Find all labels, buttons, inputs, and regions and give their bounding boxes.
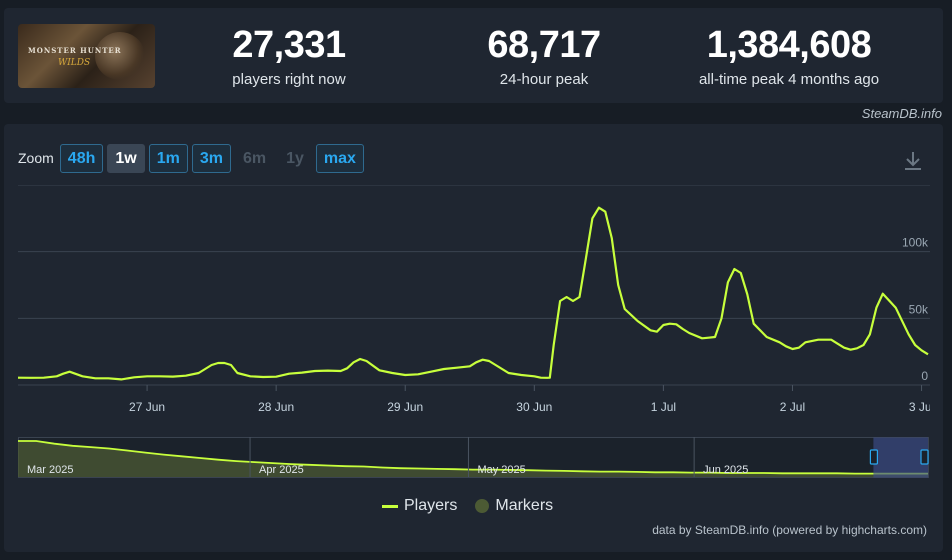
navigator-selection [873, 437, 928, 478]
stats-header: MONSTER HUNTER WILDS 27,331 players righ… [4, 8, 943, 103]
navigator-month-label: Jun 2025 [703, 464, 748, 476]
game-logo-title: MONSTER HUNTER [28, 46, 122, 55]
zoom-button-3m[interactable]: 3m [191, 143, 231, 173]
stat-24h-peak: 68,717 24-hour peak [459, 25, 629, 88]
zoom-label: Zoom [18, 150, 54, 166]
legend-label: Players [404, 497, 458, 514]
stat-label: all-time peak 4 months ago [698, 71, 880, 88]
stat-label: 24-hour peak [499, 71, 589, 88]
legend-label: Markers [495, 497, 554, 514]
stat-value: 1,384,608 [706, 24, 872, 66]
game-logo-subtitle: WILDS [58, 58, 91, 68]
y-tick-label: 100k [902, 236, 929, 250]
zoom-bar: Zoom 48h 1w 1m 3m 6m 1y max [18, 143, 368, 173]
y-tick-label: 50k [909, 302, 929, 316]
stat-label: players right now [232, 71, 346, 88]
monster-artwork [95, 32, 145, 80]
x-tick-label: 2 Jul [780, 400, 805, 414]
zoom-button-1w[interactable]: 1w [107, 143, 145, 173]
zoom-button-1y: 1y [278, 144, 312, 173]
y-tick-label: 0 [921, 369, 928, 383]
zoom-button-max[interactable]: max [315, 143, 364, 173]
players-series-line [18, 206, 929, 381]
stat-current-players: 27,331 players right now [204, 25, 374, 88]
stat-value: 68,717 [487, 24, 601, 66]
zoom-button-1m[interactable]: 1m [148, 143, 188, 173]
navigator-line [18, 440, 928, 475]
stat-all-time-peak: 1,384,608 all-time peak 4 months ago [689, 25, 889, 88]
steamdb-credit[interactable]: SteamDB.info [861, 106, 942, 121]
chart-credit[interactable]: data by SteamDB.info (powered by highcha… [652, 523, 927, 537]
x-tick-label: 27 Jun [129, 400, 165, 414]
x-tick-label: 28 Jun [258, 400, 294, 414]
navigator-area [18, 441, 928, 477]
x-tick-label: 30 Jun [516, 400, 552, 414]
chart-card: Zoom 48h 1w 1m 3m 6m 1y max 0 50k 100k 27 J… [4, 124, 943, 552]
x-tick-label: 1 Jul [651, 400, 676, 414]
navigator-month-label: May 2025 [477, 464, 525, 476]
legend-item-players[interactable]: Players [382, 497, 457, 515]
legend-item-markers[interactable]: Markers [475, 497, 553, 515]
download-icon[interactable] [903, 150, 923, 172]
navigator-handle [869, 449, 879, 465]
navigator-handle [920, 449, 929, 465]
navigator-chart[interactable]: Mar 2025 Apr 2025 May 2025 Jun 2025 [18, 437, 930, 479]
zoom-button-48h[interactable]: 48h [59, 143, 104, 173]
markers-dot-swatch [475, 499, 490, 513]
stat-value: 27,331 [232, 24, 346, 66]
players-line-swatch [382, 504, 398, 508]
game-thumbnail[interactable]: MONSTER HUNTER WILDS [18, 24, 155, 88]
navigator-month-label: Mar 2025 [27, 464, 73, 476]
navigator-month-label: Apr 2025 [259, 464, 304, 476]
chart-legend: Players Markers [382, 497, 571, 515]
x-tick-label: 29 Jun [387, 400, 423, 414]
zoom-button-6m: 6m [235, 144, 274, 173]
player-count-chart[interactable]: 0 50k 100k 27 Jun 28 Jun 29 Jun 30 Jun 1 Jul 2 J… [18, 185, 930, 425]
x-tick-label: 3 Jul [909, 400, 930, 414]
